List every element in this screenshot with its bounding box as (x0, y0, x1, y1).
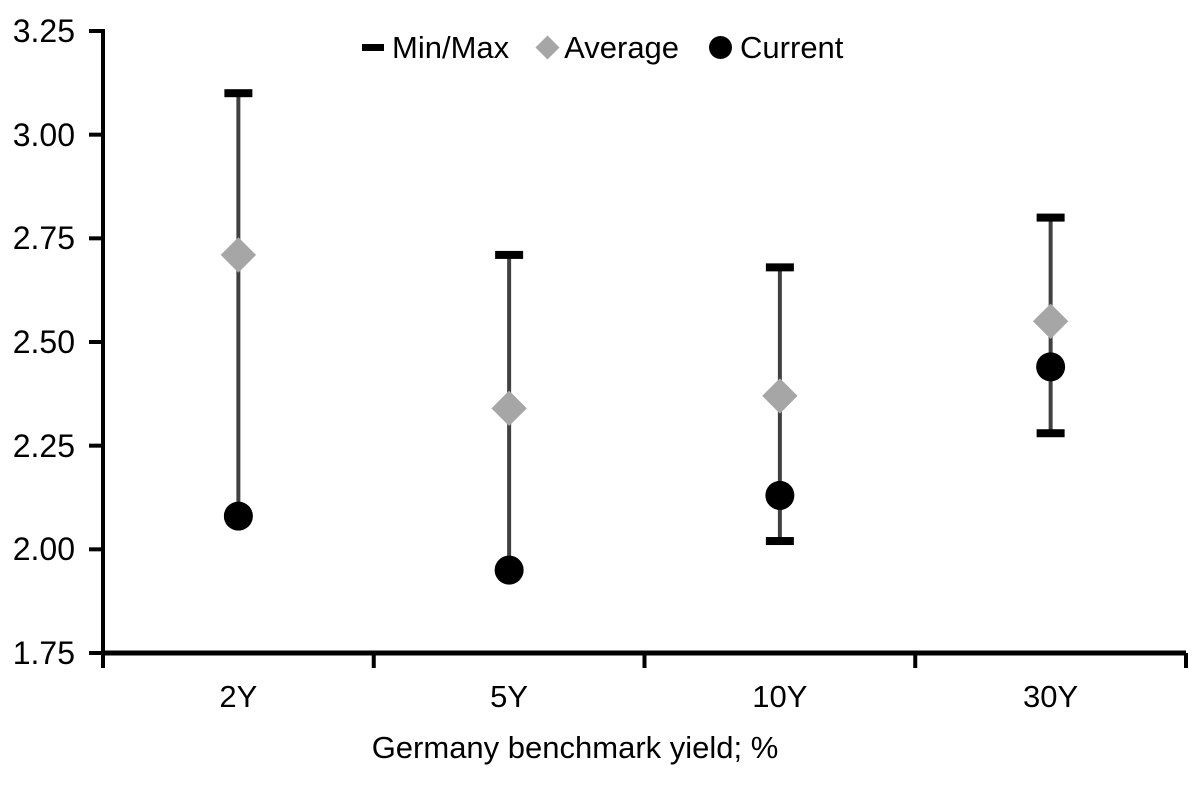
max-cap (224, 89, 253, 98)
max-cap (495, 250, 524, 259)
y-tick-label: 2.75 (12, 220, 75, 257)
current-circle-icon (709, 35, 733, 59)
current-point (1036, 352, 1066, 382)
legend-item-current: Current (709, 32, 843, 63)
average-point (220, 237, 257, 273)
current-point (494, 555, 524, 585)
current-point (765, 480, 795, 510)
x-axis-title: Germany benchmark yield; % (371, 730, 779, 765)
max-cap (765, 263, 794, 272)
legend-item-minmax: Min/Max (362, 32, 509, 63)
x-tick-label-30y: 30Y (1023, 679, 1079, 714)
min-cap (1036, 429, 1065, 438)
current-point (223, 501, 253, 531)
legend-item-average: Average (535, 29, 680, 65)
y-tick-label: 2.00 (12, 531, 75, 568)
legend-label-current: Current (740, 29, 844, 65)
average-point (491, 390, 527, 427)
legend-label-minmax: Min/Max (392, 29, 510, 65)
y-tick-label: 2.25 (12, 427, 75, 464)
y-tick-label: 3.25 (12, 13, 75, 49)
y-tick-label: 2.50 (12, 324, 75, 360)
legend-label-average: Average (564, 29, 680, 65)
average-point (1032, 303, 1069, 339)
average-diamond-icon (535, 34, 560, 60)
y-tick-label: 1.75 (12, 635, 75, 671)
legend: Min/Max Average Current (362, 28, 843, 66)
average-point (762, 378, 798, 414)
x-tick-label-2y: 2Y (219, 679, 258, 714)
min-cap (765, 537, 794, 546)
x-tick-label-10y: 10Y (752, 679, 808, 714)
minmax-dash-icon (362, 43, 384, 51)
max-cap (1036, 213, 1065, 222)
y-tick-label: 3.00 (12, 116, 75, 153)
x-tick-label-5y: 5Y (490, 679, 529, 714)
